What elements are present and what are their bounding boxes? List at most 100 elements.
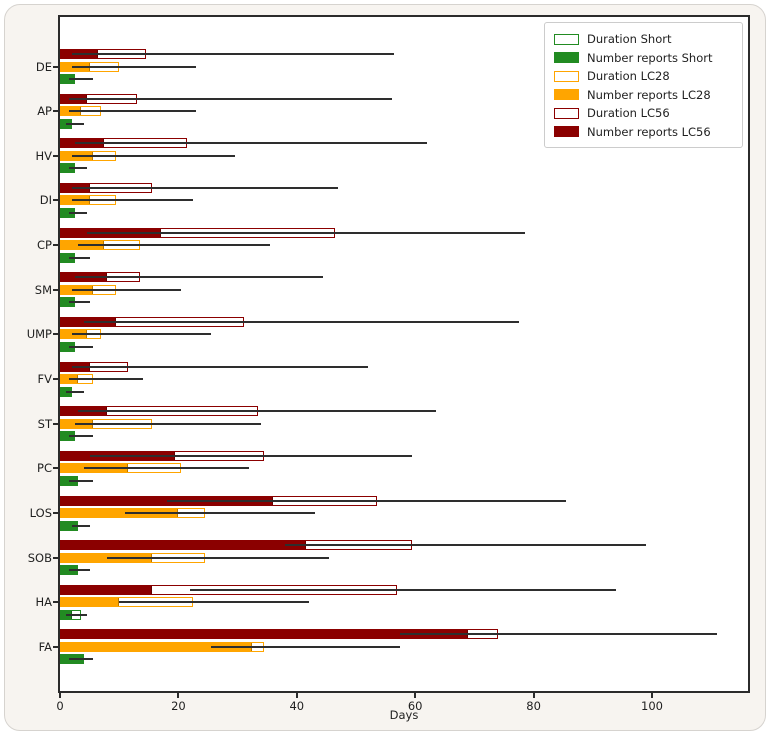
x-tick-100 bbox=[651, 693, 653, 698]
whisker-LOS-short bbox=[71, 524, 90, 527]
whisker-CP-lc28 bbox=[77, 244, 271, 247]
y-tick-UMP bbox=[53, 333, 58, 336]
x-tick-label-40: 40 bbox=[289, 699, 305, 713]
whisker-DE-lc56 bbox=[71, 53, 395, 55]
legend-swatch-outline-lc56 bbox=[554, 107, 579, 119]
legend-label-2: Duration LC28 bbox=[587, 69, 670, 84]
whisker-HV-lc28 bbox=[71, 154, 235, 157]
whisker-SOB-lc56 bbox=[284, 544, 647, 547]
whisker-CP-short bbox=[68, 256, 90, 259]
y-tick-SM bbox=[53, 288, 58, 291]
legend-swatch-filled-lc28 bbox=[554, 89, 579, 101]
whisker-UMP-lc56 bbox=[83, 320, 519, 323]
y-axis-label-LOS: LOS bbox=[29, 506, 52, 520]
whisker-LOS-lc28 bbox=[125, 512, 315, 514]
x-tick-label-20: 20 bbox=[171, 699, 186, 713]
whisker-FV-short bbox=[65, 390, 84, 393]
whisker-FV-lc28 bbox=[68, 378, 143, 381]
legend-item-4[interactable]: Duration LC56 bbox=[554, 104, 732, 123]
whisker-SOB-lc28 bbox=[107, 556, 330, 559]
whisker-ST-short bbox=[68, 435, 93, 438]
y-tick-FA bbox=[53, 645, 58, 648]
whisker-HA-short bbox=[65, 613, 87, 616]
legend-item-3[interactable]: Number reports LC28 bbox=[554, 86, 732, 105]
whisker-AP-short bbox=[65, 122, 84, 125]
y-axis-label-ST: ST bbox=[37, 416, 52, 431]
x-axis-title: Days bbox=[389, 708, 419, 722]
y-tick-ST bbox=[53, 422, 58, 425]
legend-swatch-outline-lc28 bbox=[554, 70, 579, 82]
x-tick-label-80: 80 bbox=[526, 699, 541, 713]
figure-card: Duration Short Number reports Short Durati… bbox=[4, 4, 766, 731]
whisker-HA-lc28 bbox=[119, 601, 309, 604]
y-tick-HA bbox=[53, 601, 58, 604]
whisker-HA-lc56 bbox=[190, 588, 617, 591]
whisker-AP-lc28 bbox=[68, 110, 197, 113]
y-tick-HV bbox=[53, 154, 58, 157]
whisker-LOS-lc56 bbox=[166, 499, 567, 502]
whisker-DE-short bbox=[68, 78, 93, 80]
whisker-PC-lc28 bbox=[83, 467, 250, 470]
y-axis-label-CP: CP bbox=[37, 238, 52, 253]
y-tick-AP bbox=[53, 110, 58, 113]
y-tick-DI bbox=[53, 199, 58, 202]
whisker-DI-lc56 bbox=[71, 186, 339, 189]
x-tick-40 bbox=[295, 693, 298, 698]
whisker-FA-lc56 bbox=[400, 633, 718, 636]
whisker-ST-lc28 bbox=[74, 422, 262, 425]
legend-item-1[interactable]: Number reports Short bbox=[554, 49, 732, 68]
whisker-UMP-lc28 bbox=[71, 333, 211, 336]
y-axis-label-HV: HV bbox=[35, 148, 52, 163]
x-tick-label-0: 0 bbox=[56, 699, 64, 713]
y-tick-LOS bbox=[53, 512, 58, 514]
whisker-HV-lc56 bbox=[74, 142, 428, 145]
whisker-SM-lc56 bbox=[74, 276, 324, 279]
legend-swatch-filled-short bbox=[554, 52, 579, 64]
whisker-PC-short bbox=[68, 479, 93, 482]
legend-swatch-filled-lc56 bbox=[554, 126, 579, 138]
legend-item-2[interactable]: Duration LC28 bbox=[554, 67, 732, 86]
x-tick-0 bbox=[59, 693, 61, 698]
y-tick-FV bbox=[53, 378, 58, 381]
whisker-UMP-short bbox=[68, 345, 93, 348]
whisker-DI-short bbox=[68, 211, 87, 214]
whisker-FA-short bbox=[68, 658, 93, 661]
x-tick-60 bbox=[414, 693, 417, 698]
y-axis-label-FV: FV bbox=[37, 372, 52, 387]
whisker-AP-lc56 bbox=[68, 97, 392, 100]
x-tick-20 bbox=[177, 693, 180, 698]
legend-label-1: Number reports Short bbox=[587, 50, 713, 65]
y-axis-label-HA: HA bbox=[35, 595, 52, 610]
legend-label-3: Number reports LC28 bbox=[587, 87, 711, 102]
whisker-SOB-short bbox=[68, 569, 90, 572]
whisker-ST-lc56 bbox=[77, 410, 436, 413]
y-axis-label-FA: FA bbox=[38, 639, 52, 654]
whisker-DI-lc28 bbox=[71, 199, 194, 202]
x-tick-80 bbox=[532, 693, 535, 698]
y-tick-SOB bbox=[53, 556, 58, 559]
y-axis-label-SOB: SOB bbox=[27, 550, 52, 565]
whisker-HV-short bbox=[68, 167, 87, 170]
y-tick-DE bbox=[53, 65, 58, 68]
legend-label-0: Duration Short bbox=[587, 32, 672, 47]
plot-area: Duration Short Number reports Short Durati… bbox=[58, 15, 750, 693]
whisker-SM-lc28 bbox=[71, 288, 182, 291]
whisker-DE-lc28 bbox=[71, 65, 197, 68]
x-tick-label-60: 60 bbox=[407, 699, 423, 713]
legend-swatch-outline-short bbox=[554, 33, 579, 45]
y-tick-CP bbox=[53, 244, 58, 247]
y-axis-label-PC: PC bbox=[37, 461, 52, 476]
legend-item-0[interactable]: Duration Short bbox=[554, 30, 732, 49]
y-tick-PC bbox=[53, 467, 58, 470]
y-axis-label-SM: SM bbox=[34, 282, 52, 297]
y-axis-label-AP: AP bbox=[37, 104, 52, 119]
legend: Duration Short Number reports Short Durati… bbox=[544, 22, 743, 148]
legend-label-4: Duration LC56 bbox=[587, 106, 670, 121]
y-axis-label-DI: DI bbox=[39, 193, 52, 208]
legend-item-5[interactable]: Number reports LC56 bbox=[554, 123, 732, 142]
y-axis-label-DE: DE bbox=[35, 59, 52, 74]
whisker-FA-lc28 bbox=[210, 645, 401, 648]
x-tick-label-100: 100 bbox=[641, 699, 663, 713]
whisker-PC-lc56 bbox=[89, 454, 413, 457]
whisker-CP-lc56 bbox=[86, 231, 525, 234]
